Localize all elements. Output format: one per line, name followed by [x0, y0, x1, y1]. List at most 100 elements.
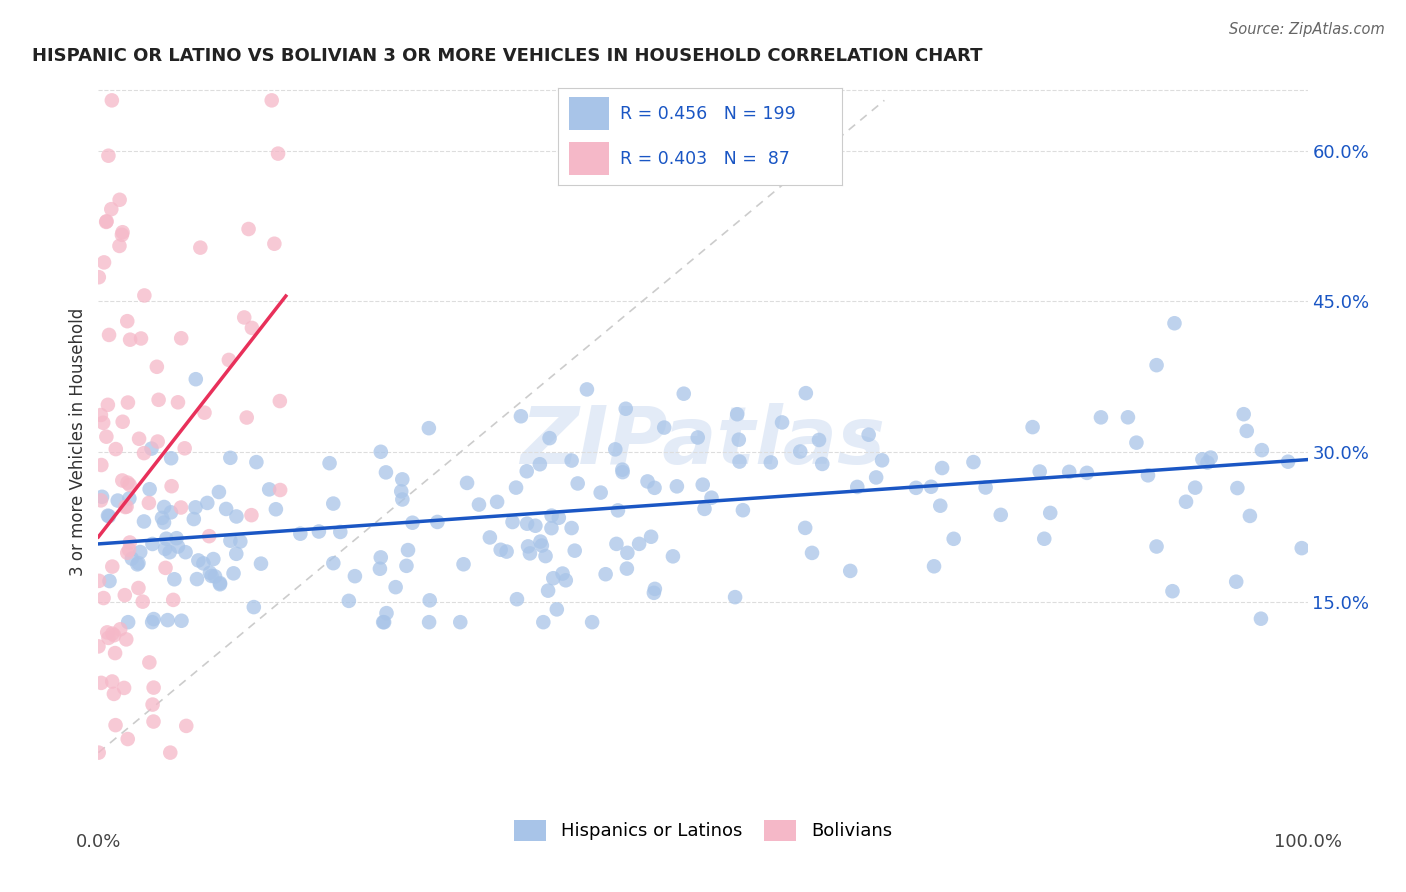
Point [486, 495, 509, 509]
Point [1136, 468, 1159, 483]
Point [101, 626, 124, 640]
Point [170, 331, 193, 345]
Point [110, 622, 132, 636]
Point [616, 561, 638, 575]
Point [174, 719, 197, 733]
Point [170, 500, 193, 515]
Point [607, 503, 630, 517]
Point [103, 687, 125, 701]
Point [160, 451, 183, 466]
Point [612, 463, 634, 477]
Point [370, 550, 392, 565]
Text: 0.0%: 0.0% [76, 833, 121, 851]
Point [225, 547, 247, 561]
Point [561, 521, 583, 535]
Point [128, 432, 150, 446]
Point [1028, 465, 1050, 479]
Point [127, 556, 149, 570]
Point [98, 574, 121, 588]
Point [396, 543, 419, 558]
Point [118, 535, 141, 549]
Point [100, 202, 122, 216]
Point [204, 569, 226, 583]
Point [160, 505, 183, 519]
Point [794, 521, 817, 535]
Text: ZIPatlas: ZIPatlas [520, 402, 886, 481]
Point [111, 225, 134, 239]
Point [370, 444, 392, 458]
Point [87, 270, 110, 285]
Point [87, 640, 110, 654]
Point [543, 571, 565, 585]
Point [155, 561, 177, 575]
Point [974, 481, 997, 495]
Point [170, 614, 193, 628]
Point [1250, 443, 1272, 458]
Point [101, 674, 124, 689]
Point [794, 386, 817, 401]
Point [166, 531, 188, 545]
Point [184, 500, 207, 515]
Point [728, 454, 751, 468]
Point [238, 222, 260, 236]
Point [132, 515, 155, 529]
Point [1125, 435, 1147, 450]
Point [322, 497, 344, 511]
Point [202, 552, 225, 566]
Point [531, 615, 554, 630]
Point [692, 477, 714, 491]
Point [156, 613, 179, 627]
Point [117, 475, 139, 490]
Point [524, 518, 547, 533]
Point [112, 681, 135, 695]
Point [90, 493, 112, 508]
Point [495, 544, 517, 558]
Point [208, 485, 231, 500]
Point [117, 395, 139, 409]
Point [329, 524, 352, 539]
Point [1161, 584, 1184, 599]
Point [510, 409, 533, 424]
Point [193, 557, 215, 571]
Point [200, 569, 222, 583]
Point [1039, 506, 1062, 520]
Point [506, 592, 529, 607]
Point [118, 491, 141, 506]
Point [96, 430, 118, 444]
Point [193, 406, 215, 420]
Point [186, 572, 208, 586]
Point [589, 485, 612, 500]
Point [389, 484, 412, 499]
Point [90, 458, 112, 472]
Point [198, 529, 221, 543]
Point [218, 353, 240, 368]
Point [250, 557, 273, 571]
Point [808, 433, 831, 447]
Point [142, 612, 165, 626]
Point [142, 698, 165, 712]
Point [453, 558, 475, 572]
Point [127, 581, 149, 595]
Point [1236, 424, 1258, 438]
Point [605, 537, 627, 551]
Point [540, 521, 562, 535]
Point [530, 539, 553, 553]
Point [731, 503, 754, 517]
Point [260, 94, 283, 108]
Point [1116, 410, 1139, 425]
Point [1239, 508, 1261, 523]
Point [184, 372, 207, 386]
Point [129, 331, 152, 345]
Point [990, 508, 1012, 522]
Point [905, 481, 928, 495]
Point [208, 577, 231, 591]
Point [138, 656, 160, 670]
Point [1146, 358, 1168, 372]
Point [343, 569, 366, 583]
Point [373, 615, 395, 630]
Point [114, 588, 136, 602]
Point [759, 455, 782, 469]
Point [962, 455, 984, 469]
Point [91, 416, 114, 430]
Point [529, 457, 551, 471]
